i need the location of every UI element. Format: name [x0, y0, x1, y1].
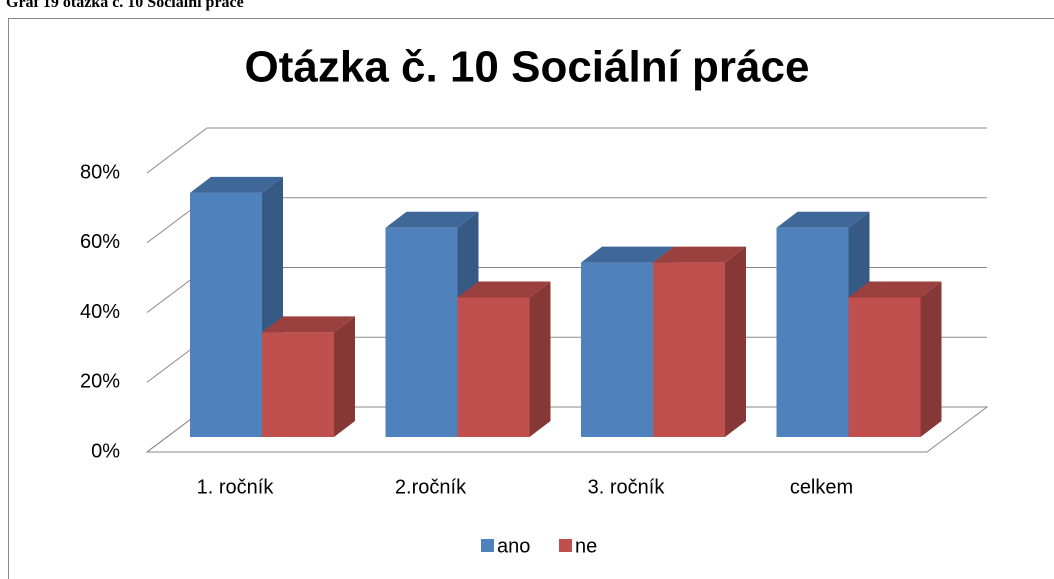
- y-tick-label: 60%: [80, 231, 120, 253]
- legend-swatch: [481, 539, 494, 552]
- y-tick-label: 40%: [80, 301, 120, 323]
- y-tick-label: 80%: [80, 161, 120, 183]
- bar-top: [385, 211, 479, 228]
- bar: [653, 262, 725, 437]
- bar-top: [581, 246, 674, 263]
- bar: [776, 227, 849, 437]
- bar-side: [920, 281, 942, 437]
- bar: [848, 297, 921, 437]
- x-tick-label: 2.ročník: [395, 476, 467, 498]
- legend-label: ne: [575, 535, 597, 557]
- bar: [581, 262, 653, 437]
- y-tick-label: 0%: [91, 440, 120, 462]
- legend-swatch: [559, 539, 572, 552]
- header: Graf 19 otázka č. 10 Sociální práce: [6, 0, 244, 11]
- bar-top: [776, 211, 870, 228]
- grid-line-side: [146, 127, 208, 174]
- bar: [457, 297, 530, 437]
- x-tick-label: 1. ročník: [197, 476, 275, 498]
- x-tick-label: 3. ročník: [588, 476, 666, 498]
- bar-top: [457, 281, 551, 298]
- bar-top: [848, 281, 942, 298]
- x-tick-label: celkem: [790, 476, 853, 498]
- bar-side: [529, 281, 551, 437]
- bar-top: [190, 176, 283, 193]
- bar-side: [725, 246, 746, 437]
- bar-top: [653, 246, 746, 263]
- legend-label: ano: [497, 535, 530, 557]
- bar-top: [262, 316, 355, 333]
- chart-title: Otázka č. 10 Sociální práce: [245, 43, 810, 92]
- bar: [190, 192, 262, 437]
- bar-side: [334, 316, 355, 437]
- bar: [385, 227, 458, 437]
- y-tick-label: 20%: [80, 371, 120, 393]
- bar: [262, 332, 334, 437]
